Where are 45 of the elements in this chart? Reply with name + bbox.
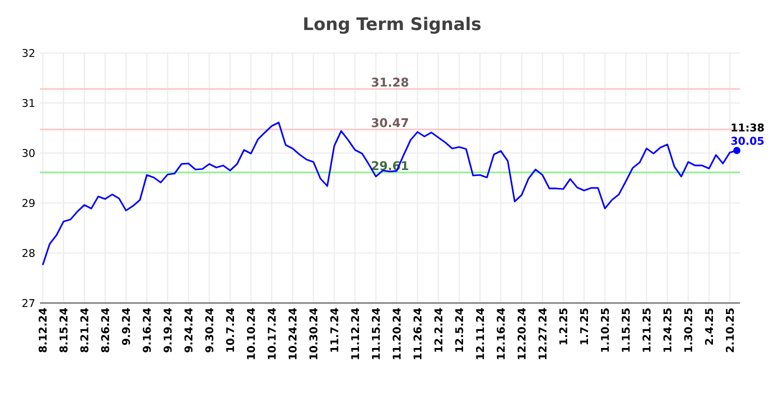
x-tick-label: 12.16.24 bbox=[496, 308, 505, 360]
ref-line-label: 31.28 bbox=[372, 78, 408, 87]
x-tick-label: 1.30.25 bbox=[684, 308, 692, 352]
x-tick-label: 12.2.24 bbox=[434, 308, 442, 352]
x-tick-label: 1.2.25 bbox=[559, 308, 568, 344]
x-tick-label: 2.10.25 bbox=[726, 308, 734, 352]
x-tick-label: 10.30.24 bbox=[309, 308, 318, 360]
y-tick-label: 30 bbox=[22, 148, 35, 158]
x-tick-label: 10.10.24 bbox=[246, 308, 255, 360]
chart-title: Long Term Signals bbox=[304, 16, 481, 34]
x-tick-label: 11.20.24 bbox=[392, 308, 401, 360]
x-tick-label: 12.20.24 bbox=[518, 308, 526, 360]
x-tick-label: 1.15.25 bbox=[622, 308, 630, 352]
x-tick-label: 1.21.25 bbox=[642, 308, 651, 352]
x-tick-label: 12.11.24 bbox=[476, 308, 484, 360]
y-tick-label: 28 bbox=[22, 248, 35, 258]
x-tick-label: 9.16.24 bbox=[142, 308, 151, 352]
x-tick-label: 8.21.24 bbox=[80, 308, 88, 352]
annotation: 30.05 bbox=[731, 136, 764, 145]
x-tick-label: 11.15.24 bbox=[372, 308, 380, 360]
x-tick-label: 10.24.24 bbox=[288, 308, 297, 360]
x-tick-label: 10.7.24 bbox=[226, 308, 234, 352]
x-tick-label: 11.26.24 bbox=[413, 308, 422, 360]
y-tick-label: 32 bbox=[22, 48, 34, 58]
x-tick-label: 9.9.24 bbox=[122, 308, 130, 345]
x-tick-label: 10.17.24 bbox=[268, 308, 276, 360]
y-tick-label: 29 bbox=[22, 198, 35, 208]
y-tick-label: 27 bbox=[22, 299, 34, 307]
x-tick-label: 8.15.24 bbox=[60, 308, 68, 352]
x-tick-label: 11.7.24 bbox=[330, 308, 338, 352]
x-tick-label: 1.7.25 bbox=[580, 308, 588, 344]
x-tick-label: 8.12.24 bbox=[38, 308, 47, 352]
x-tick-label: 1.10.25 bbox=[600, 308, 609, 352]
x-tick-label: 12.5.24 bbox=[455, 308, 464, 352]
x-tick-label: 11.12.24 bbox=[351, 308, 360, 360]
x-tick-label: 8.26.24 bbox=[101, 308, 110, 352]
ref-line-label: 30.47 bbox=[372, 118, 408, 128]
x-tick-label: 9.30.24 bbox=[205, 308, 214, 352]
x-tick-label: 2.4.25 bbox=[705, 308, 714, 345]
x-tick-label: 9.19.24 bbox=[164, 308, 172, 352]
y-tick-label: 31 bbox=[22, 98, 34, 108]
x-tick-label: 1.24.25 bbox=[663, 308, 672, 352]
annotation: 11:38 bbox=[732, 123, 764, 132]
x-tick-label: 12.27.24 bbox=[538, 308, 546, 360]
x-tick-label: 9.24.24 bbox=[184, 308, 193, 352]
